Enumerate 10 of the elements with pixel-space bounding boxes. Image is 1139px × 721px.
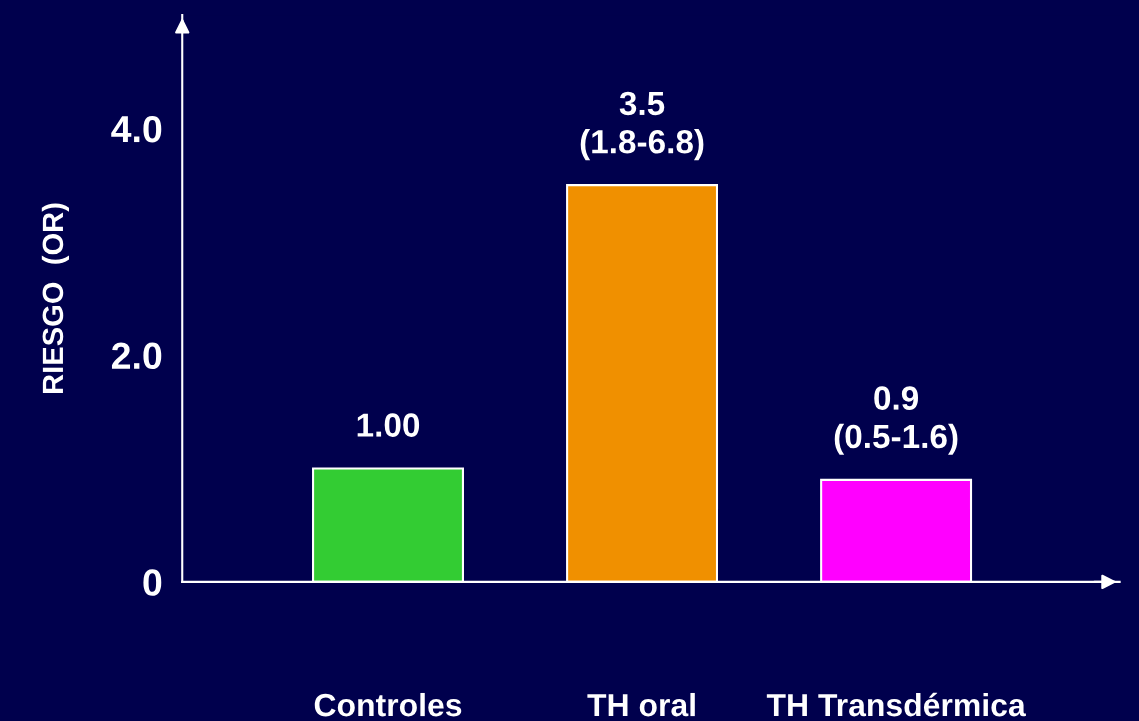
- data-label: 3.5 (1.8-6.8): [580, 91, 704, 161]
- x-tick-label: Controles: [314, 692, 462, 717]
- y-tick-label: 0: [143, 569, 162, 596]
- y-tick-label: 2.0: [111, 342, 162, 370]
- y-axis-title: RIESGO (OR): [41, 203, 69, 393]
- x-tick-label: TH Transdérmica: [766, 692, 1026, 717]
- x-tick-label: TH oral: [587, 692, 695, 717]
- y-tick-label: 4.0: [111, 115, 162, 143]
- data-label: 0.9 (0.5-1.6): [834, 386, 958, 455]
- data-label: 1.00: [357, 413, 420, 437]
